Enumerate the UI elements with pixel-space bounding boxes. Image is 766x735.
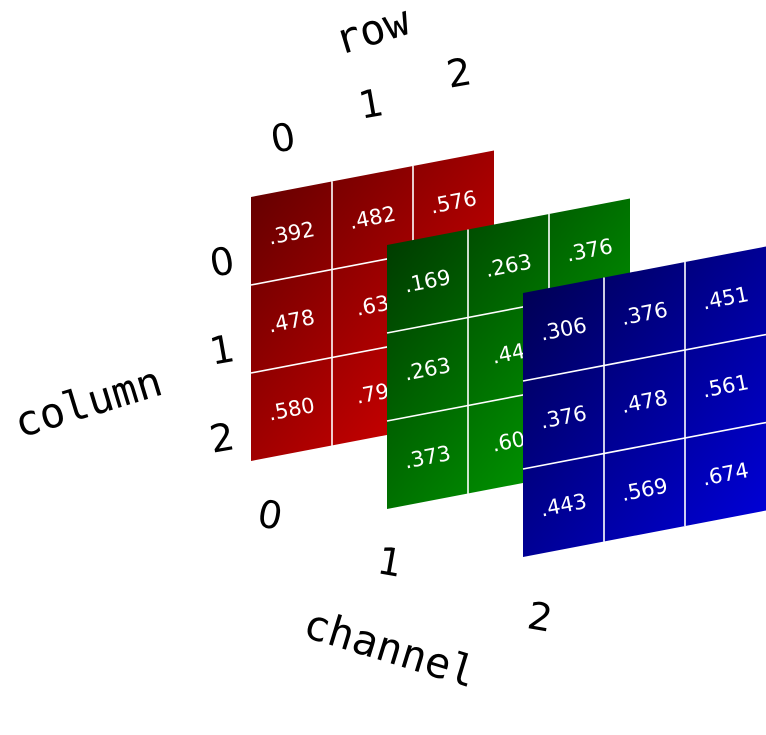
column-index-0: 0 <box>206 238 237 286</box>
channel-index-2: 2 <box>524 593 555 641</box>
row-index-0: 0 <box>267 114 298 162</box>
grid-line <box>522 421 766 470</box>
row-index-2: 2 <box>443 49 474 97</box>
grid-line <box>522 333 766 382</box>
channel-plane-blue <box>523 246 766 557</box>
column-axis-title: column <box>8 356 167 447</box>
channel-layer-blue: .306.376.451.376.478.561.443.569.674 <box>522 246 766 557</box>
row-axis-title: row <box>329 0 417 65</box>
column-index-2: 2 <box>206 414 237 462</box>
row-index-1: 1 <box>355 80 386 128</box>
channel-index-1: 1 <box>374 538 405 586</box>
column-index-1: 1 <box>206 326 237 374</box>
channel-layer-red: .392.482.576.478.63.580.79 <box>250 150 495 461</box>
channel-layers: .392.482.576.478.63.580.79.169.263.376.2… <box>250 150 766 557</box>
channel-index-0: 0 <box>254 491 285 539</box>
channel-axis-title: channel <box>298 599 482 698</box>
